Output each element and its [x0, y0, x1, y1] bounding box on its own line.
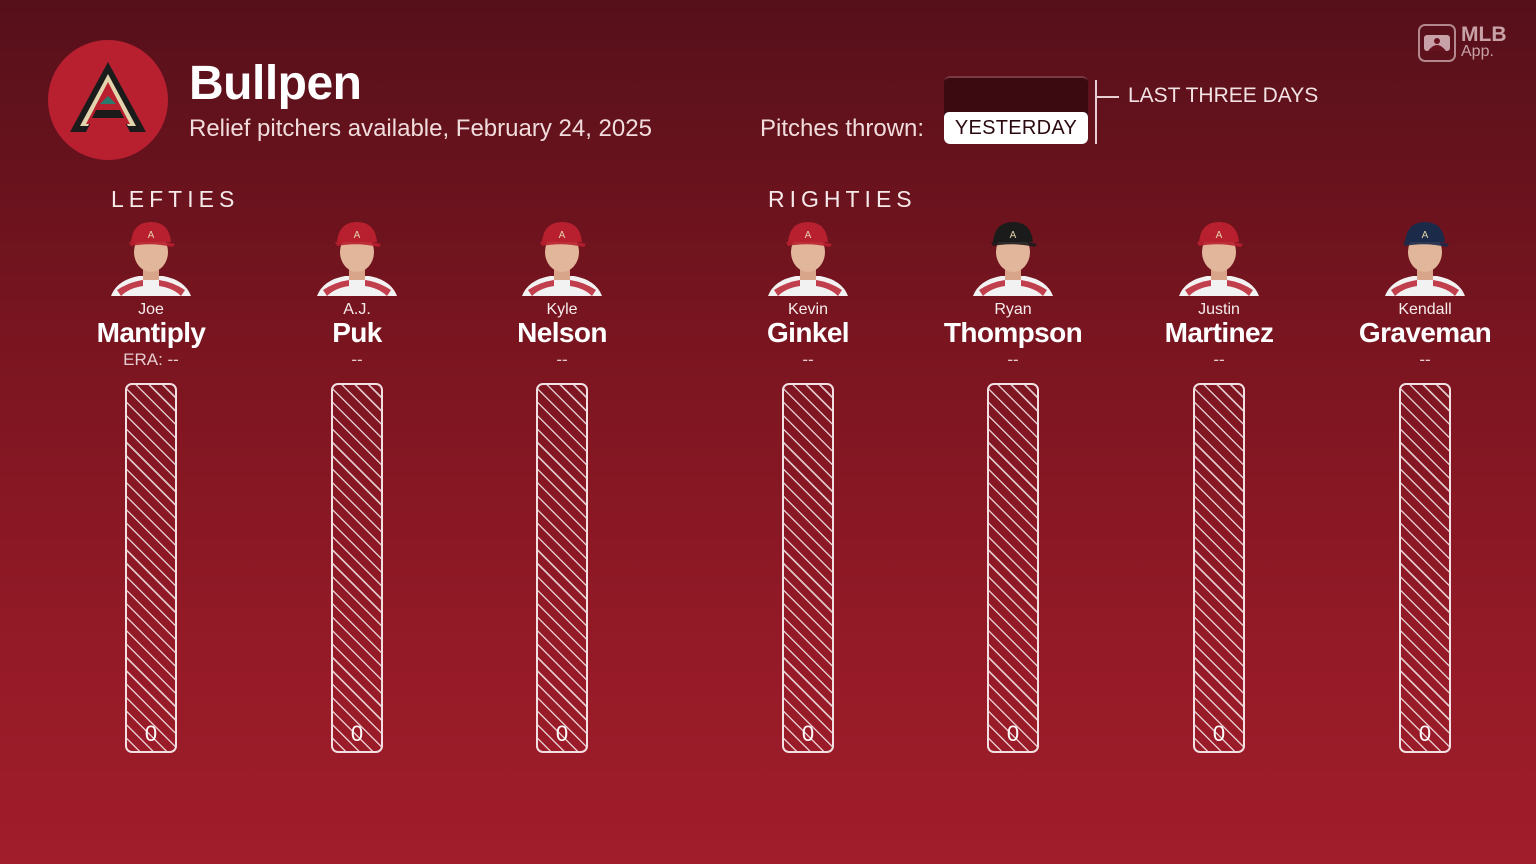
player-headshot-icon: A — [111, 222, 191, 296]
mlb-app-name: MLB — [1461, 23, 1507, 47]
toggle-option-last-three-days[interactable]: LAST THREE DAYS — [1128, 84, 1319, 107]
pitcher-era: ERA: -- — [123, 350, 179, 369]
toggle-track[interactable] — [944, 76, 1088, 112]
pitcher-era: -- — [556, 350, 568, 369]
pitcher-card[interactable]: A Kendall Graveman -- — [1325, 216, 1525, 370]
pitcher-last-name: Mantiply — [96, 317, 206, 348]
pitcher-card[interactable]: A A.J. Puk -- — [257, 216, 457, 370]
pitch-count-bar: 0 — [987, 383, 1039, 753]
pitch-count-value: 0 — [144, 721, 158, 746]
pitcher-last-name: Nelson — [517, 317, 607, 348]
pitch-count-bar: 0 — [331, 383, 383, 753]
toggle-option-yesterday[interactable]: YESTERDAY — [944, 112, 1088, 144]
page-title: Bullpen — [189, 57, 362, 110]
pitch-count-value: 0 — [350, 721, 364, 746]
pitch-count-bar: 0 — [1399, 383, 1451, 753]
pitcher-card[interactable]: A Ryan Thompson -- — [913, 216, 1113, 370]
svg-text:A: A — [559, 230, 566, 241]
pitcher-era: -- — [1007, 350, 1019, 369]
pitch-count-value: 0 — [1006, 721, 1020, 746]
pitcher-first-name: Justin — [1198, 301, 1240, 318]
lefties-label: LEFTIES — [111, 186, 240, 212]
pitcher-card[interactable]: A Justin Martinez -- — [1119, 216, 1319, 370]
righties-label: RIGHTIES — [768, 186, 917, 212]
diamondbacks-a-icon — [70, 62, 146, 132]
pitches-thrown-label: Pitches thrown: — [760, 115, 925, 142]
player-headshot-icon: A — [522, 222, 602, 296]
player-headshot-icon: A — [1385, 222, 1465, 296]
toggle-bracket — [1095, 80, 1097, 144]
pitcher-era: -- — [351, 350, 363, 369]
pitcher-last-name: Graveman — [1358, 317, 1492, 348]
time-range-toggle[interactable]: YESTERDAY — [944, 76, 1088, 144]
pitcher-card[interactable]: A Joe Mantiply ERA: -- — [51, 216, 251, 370]
page-subtitle: Relief pitchers available, February 24, … — [189, 115, 652, 142]
pitcher-first-name: Joe — [138, 301, 164, 318]
pitcher-first-name: Kyle — [546, 301, 578, 318]
pitcher-last-name: Puk — [332, 317, 382, 348]
pitch-count-bar: 0 — [782, 383, 834, 753]
pitcher-last-name: Martinez — [1164, 317, 1274, 348]
player-headshot-icon: A — [973, 222, 1053, 296]
pitcher-last-name: Ginkel — [767, 317, 850, 348]
svg-text:A: A — [1422, 230, 1429, 241]
mlb-app-badge: MLB App. — [1418, 24, 1507, 62]
svg-text:A: A — [354, 230, 361, 241]
pitch-count-bar: 0 — [536, 383, 588, 753]
player-headshot-icon: A — [317, 222, 397, 296]
pitcher-last-name: Thompson — [943, 317, 1083, 348]
svg-text:A: A — [148, 230, 155, 241]
toggle-bracket-tick — [1095, 96, 1119, 98]
pitch-count-bar: 0 — [125, 383, 177, 753]
pitch-count-value: 0 — [555, 721, 569, 746]
pitcher-first-name: Kevin — [787, 301, 829, 318]
pitcher-first-name: A.J. — [343, 301, 371, 318]
pitch-count-bar: 0 — [1193, 383, 1245, 753]
pitcher-era: -- — [1419, 350, 1431, 369]
pitcher-card[interactable]: A Kyle Nelson -- — [462, 216, 662, 370]
svg-text:A: A — [1216, 230, 1223, 241]
pitch-count-value: 0 — [1212, 721, 1226, 746]
pitcher-era: -- — [1213, 350, 1225, 369]
mlb-logo-icon — [1418, 24, 1456, 62]
pitcher-era: -- — [802, 350, 814, 369]
pitcher-first-name: Kendall — [1398, 301, 1452, 318]
mlb-app-sub: App. — [1461, 43, 1494, 61]
player-headshot-icon: A — [1179, 222, 1259, 296]
team-logo — [48, 40, 168, 160]
svg-text:A: A — [805, 230, 812, 241]
pitch-count-value: 0 — [1418, 721, 1432, 746]
pitcher-card[interactable]: A Kevin Ginkel -- — [708, 216, 908, 370]
pitch-count-value: 0 — [801, 721, 815, 746]
pitcher-first-name: Ryan — [994, 301, 1032, 318]
player-headshot-icon: A — [768, 222, 848, 296]
svg-text:A: A — [1010, 230, 1017, 241]
